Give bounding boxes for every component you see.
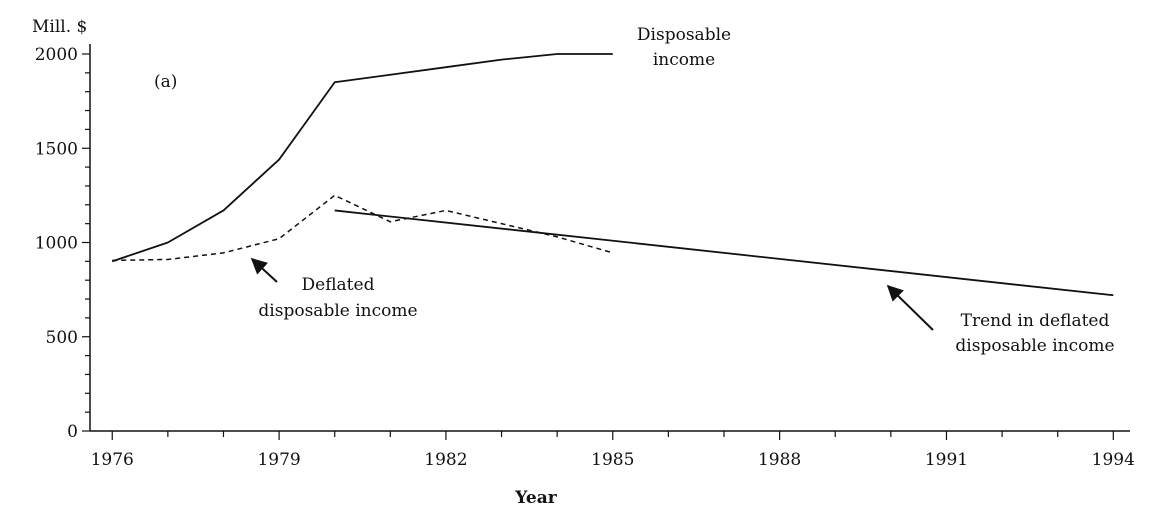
annotation-trend: Trend in deflated disposable income xyxy=(886,284,1115,356)
annotation-disposable-income: Disposable income xyxy=(637,25,731,70)
arrow-deflated xyxy=(250,257,278,283)
series-line-1 xyxy=(111,53,613,263)
y-tick-label: 2000 xyxy=(35,45,78,65)
x-axis-title: Year xyxy=(514,488,557,508)
x-tick-label: 1982 xyxy=(424,450,467,470)
annotation-trend-line1: Trend in deflated xyxy=(961,311,1110,331)
annotation-deflated-line1: Deflated xyxy=(302,275,375,295)
y-axis-ticks: 0 500 1000 1500 2000 xyxy=(35,45,90,442)
annotation-disposable-line2: income xyxy=(653,50,715,70)
panel-label: (a) xyxy=(154,72,177,92)
x-tick-label: 1979 xyxy=(257,450,300,470)
y-tick-label: 500 xyxy=(46,328,78,348)
annotation-trend-line2: disposable income xyxy=(955,336,1114,356)
x-tick-label: 1988 xyxy=(758,450,801,470)
y-tick-label: 0 xyxy=(67,422,78,442)
x-tick-label: 1994 xyxy=(1092,450,1135,470)
series-line-3 xyxy=(334,209,1114,297)
annotation-deflated-income: Deflated disposable income xyxy=(250,257,418,321)
annotation-deflated-line2: disposable income xyxy=(258,301,417,321)
y-unit-label: Mill. $ xyxy=(32,17,87,37)
series-line-2 xyxy=(112,194,613,262)
series-layer xyxy=(111,53,1114,297)
y-tick-label: 1000 xyxy=(35,234,78,254)
arrow-trend xyxy=(886,284,934,331)
x-tick-label: 1985 xyxy=(591,450,634,470)
axes xyxy=(89,44,1130,432)
annotation-disposable-line1: Disposable xyxy=(637,25,731,45)
x-axis-ticks: 1976 1979 1982 1985 1988 1991 1994 xyxy=(91,431,1135,470)
x-tick-label: 1991 xyxy=(925,450,968,470)
y-tick-label: 1500 xyxy=(35,139,78,159)
x-tick-label: 1976 xyxy=(91,450,134,470)
